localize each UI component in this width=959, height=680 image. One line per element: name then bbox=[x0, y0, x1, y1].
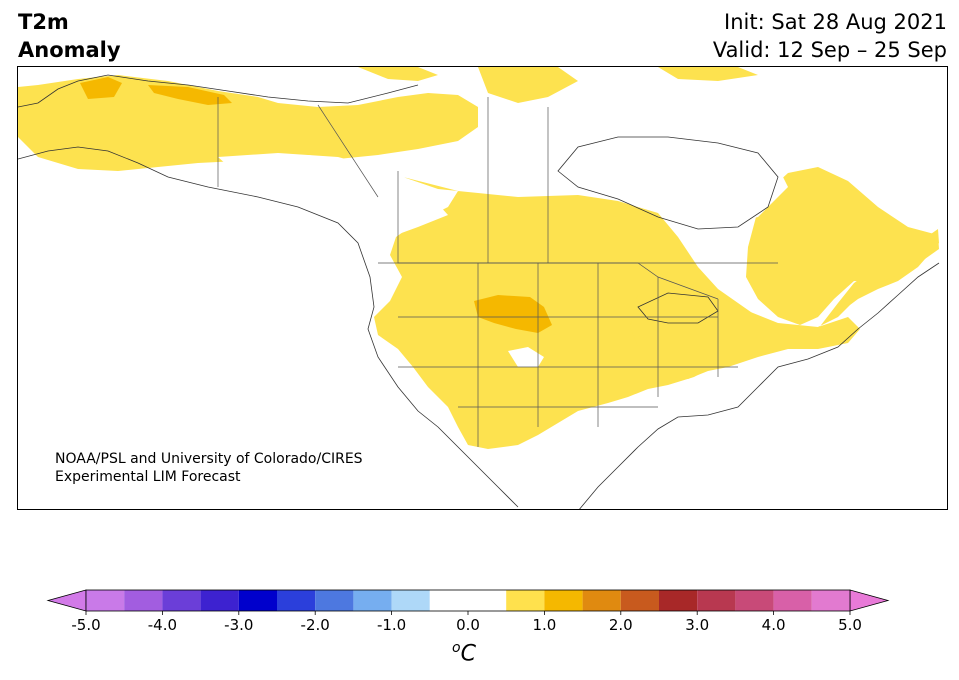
colorbar-bin bbox=[582, 590, 621, 611]
colorbar-tick-label: 4.0 bbox=[762, 616, 786, 634]
colorbar-tick-label: -3.0 bbox=[224, 616, 253, 634]
colorbar-tick-label: 1.0 bbox=[532, 616, 556, 634]
neutral-area-hudson bbox=[558, 131, 788, 227]
colorbar-bin bbox=[277, 590, 316, 611]
colorbar: -5.0 -4.0 -3.0 -2.0 -1.0 0.0 1.0 2.0 3.0 4.0 5.0 bbox=[46, 589, 890, 634]
init-date: Init: Sat 28 Aug 2021 bbox=[724, 10, 947, 34]
colorbar-extend-high bbox=[849, 589, 890, 612]
neutral-area-southwest bbox=[508, 347, 544, 367]
anomaly-peak-alaska bbox=[80, 77, 122, 99]
colorbar-bin bbox=[620, 590, 659, 611]
map-title: T2m Anomaly bbox=[18, 8, 121, 64]
colorbar-bin bbox=[315, 590, 354, 611]
colorbar-bin bbox=[697, 590, 736, 611]
anomaly-area-east-canada bbox=[746, 167, 939, 325]
map-canvas bbox=[18, 67, 940, 509]
colorbar-tick-label: -4.0 bbox=[148, 616, 177, 634]
anomaly-area-northeast bbox=[630, 281, 860, 379]
title-line-2: Anomaly bbox=[18, 38, 121, 62]
colorbar-tick-label: 2.0 bbox=[609, 616, 633, 634]
colorbar-bin bbox=[544, 590, 583, 611]
colorbar-bin bbox=[773, 590, 812, 611]
anomaly-peak-yukon bbox=[148, 85, 232, 105]
colorbar-unit: oC bbox=[452, 640, 476, 666]
credit-line-1: NOAA/PSL and University of Colorado/CIRE… bbox=[55, 451, 363, 467]
anomaly-area-arctic bbox=[358, 67, 758, 103]
valid-range: Valid: 12 Sep – 25 Sep bbox=[712, 38, 947, 62]
colorbar-bin bbox=[124, 590, 163, 611]
forecast-dates: Init: Sat 28 Aug 2021 Valid: 12 Sep – 25… bbox=[713, 8, 947, 64]
colorbar-bin bbox=[200, 590, 239, 611]
colorbar-bin bbox=[659, 590, 698, 611]
unit-letter: C bbox=[460, 641, 476, 667]
colorbar-extend-low bbox=[46, 589, 87, 612]
anomaly-map bbox=[17, 66, 948, 510]
colorbar-tick-label: 0.0 bbox=[456, 616, 480, 634]
title-line-1: T2m bbox=[18, 10, 69, 34]
colorbar-bin bbox=[162, 590, 201, 611]
colorbar-tick-label: -1.0 bbox=[377, 616, 406, 634]
colorbar-bin bbox=[506, 590, 545, 611]
coastlines bbox=[18, 74, 940, 509]
colorbar-tick-label: 5.0 bbox=[838, 616, 862, 634]
neutral-area-west-canada bbox=[218, 153, 448, 235]
colorbar-bin bbox=[86, 590, 125, 611]
colorbar-bin bbox=[391, 590, 430, 611]
colorbar-bin bbox=[238, 590, 277, 611]
colorbar-bin bbox=[429, 590, 507, 611]
colorbar-bin bbox=[735, 590, 774, 611]
colorbar-tick-label: 3.0 bbox=[685, 616, 709, 634]
credit-text: NOAA/PSL and University of Colorado/CIRE… bbox=[55, 450, 363, 486]
colorbar-tick-label: -2.0 bbox=[301, 616, 330, 634]
degree-symbol: o bbox=[452, 640, 461, 656]
colorbar-bin bbox=[811, 590, 850, 611]
colorbar-tick-label: -5.0 bbox=[71, 616, 100, 634]
credit-line-2: Experimental LIM Forecast bbox=[55, 469, 241, 485]
colorbar-bin bbox=[353, 590, 392, 611]
political-borders bbox=[217, 97, 778, 447]
anomaly-peak-wyoming bbox=[474, 295, 552, 333]
anomaly-area-alaska bbox=[18, 75, 478, 171]
